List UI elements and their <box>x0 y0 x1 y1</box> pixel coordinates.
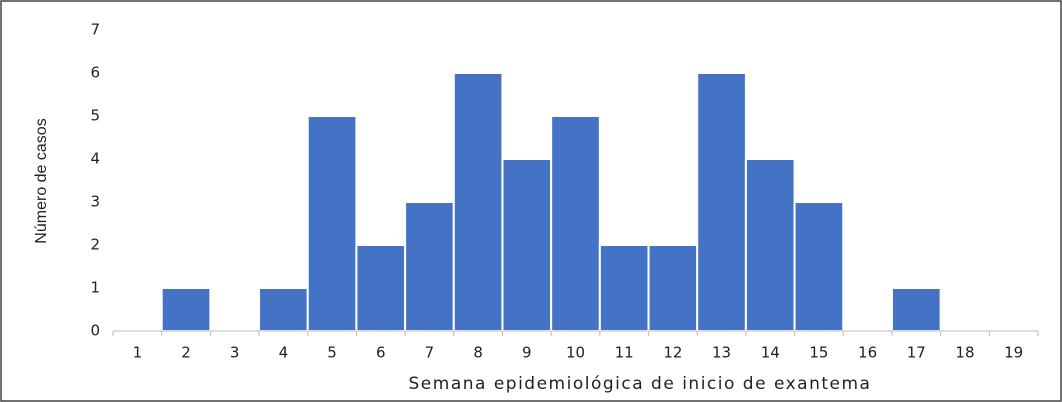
x-tick-label: 15 <box>809 344 828 362</box>
bar <box>647 244 699 332</box>
x-tick-label: 5 <box>327 344 337 362</box>
x-tick-label: 4 <box>279 344 289 362</box>
y-tick-label: 5 <box>90 107 100 125</box>
bar <box>452 72 504 332</box>
bar <box>744 158 796 332</box>
x-tick-label: 19 <box>1004 344 1023 362</box>
bar <box>550 115 601 332</box>
x-tick-label: 6 <box>376 344 386 362</box>
bar <box>160 287 212 332</box>
x-axis-label: Semana epidemiológica de inicio de exant… <box>409 374 872 394</box>
bar <box>404 201 455 332</box>
bar <box>306 115 358 332</box>
y-tick-label: 2 <box>90 236 100 254</box>
x-tick-label: 8 <box>473 344 483 362</box>
x-tick-label: 13 <box>712 344 731 362</box>
y-axis-label: Número de casos <box>33 118 50 243</box>
bar <box>355 244 407 332</box>
x-tick-label: 14 <box>761 344 780 362</box>
bar <box>793 201 845 332</box>
y-tick-label: 0 <box>90 322 100 340</box>
x-tick-label: 7 <box>425 344 435 362</box>
x-tick-label: 18 <box>955 344 974 362</box>
y-tick-label: 6 <box>90 64 100 82</box>
y-tick-label: 4 <box>90 150 100 168</box>
x-tick-label: 2 <box>181 344 191 362</box>
x-tick-label: 3 <box>230 344 240 362</box>
bar <box>598 244 650 332</box>
y-tick-label: 3 <box>90 193 100 211</box>
x-tick-label: 16 <box>858 344 877 362</box>
x-tick-label: 10 <box>566 344 585 362</box>
x-tick-label: 12 <box>663 344 682 362</box>
bar <box>696 72 747 332</box>
bar <box>890 287 942 332</box>
bar <box>501 158 553 332</box>
x-tick-label: 1 <box>133 344 143 362</box>
x-tick-label: 17 <box>907 344 926 362</box>
y-tick-label: 1 <box>90 279 100 297</box>
x-tick-label: 9 <box>522 344 532 362</box>
x-tick-label: 11 <box>615 344 634 362</box>
bar <box>258 287 309 332</box>
y-tick-label: 7 <box>90 21 100 39</box>
